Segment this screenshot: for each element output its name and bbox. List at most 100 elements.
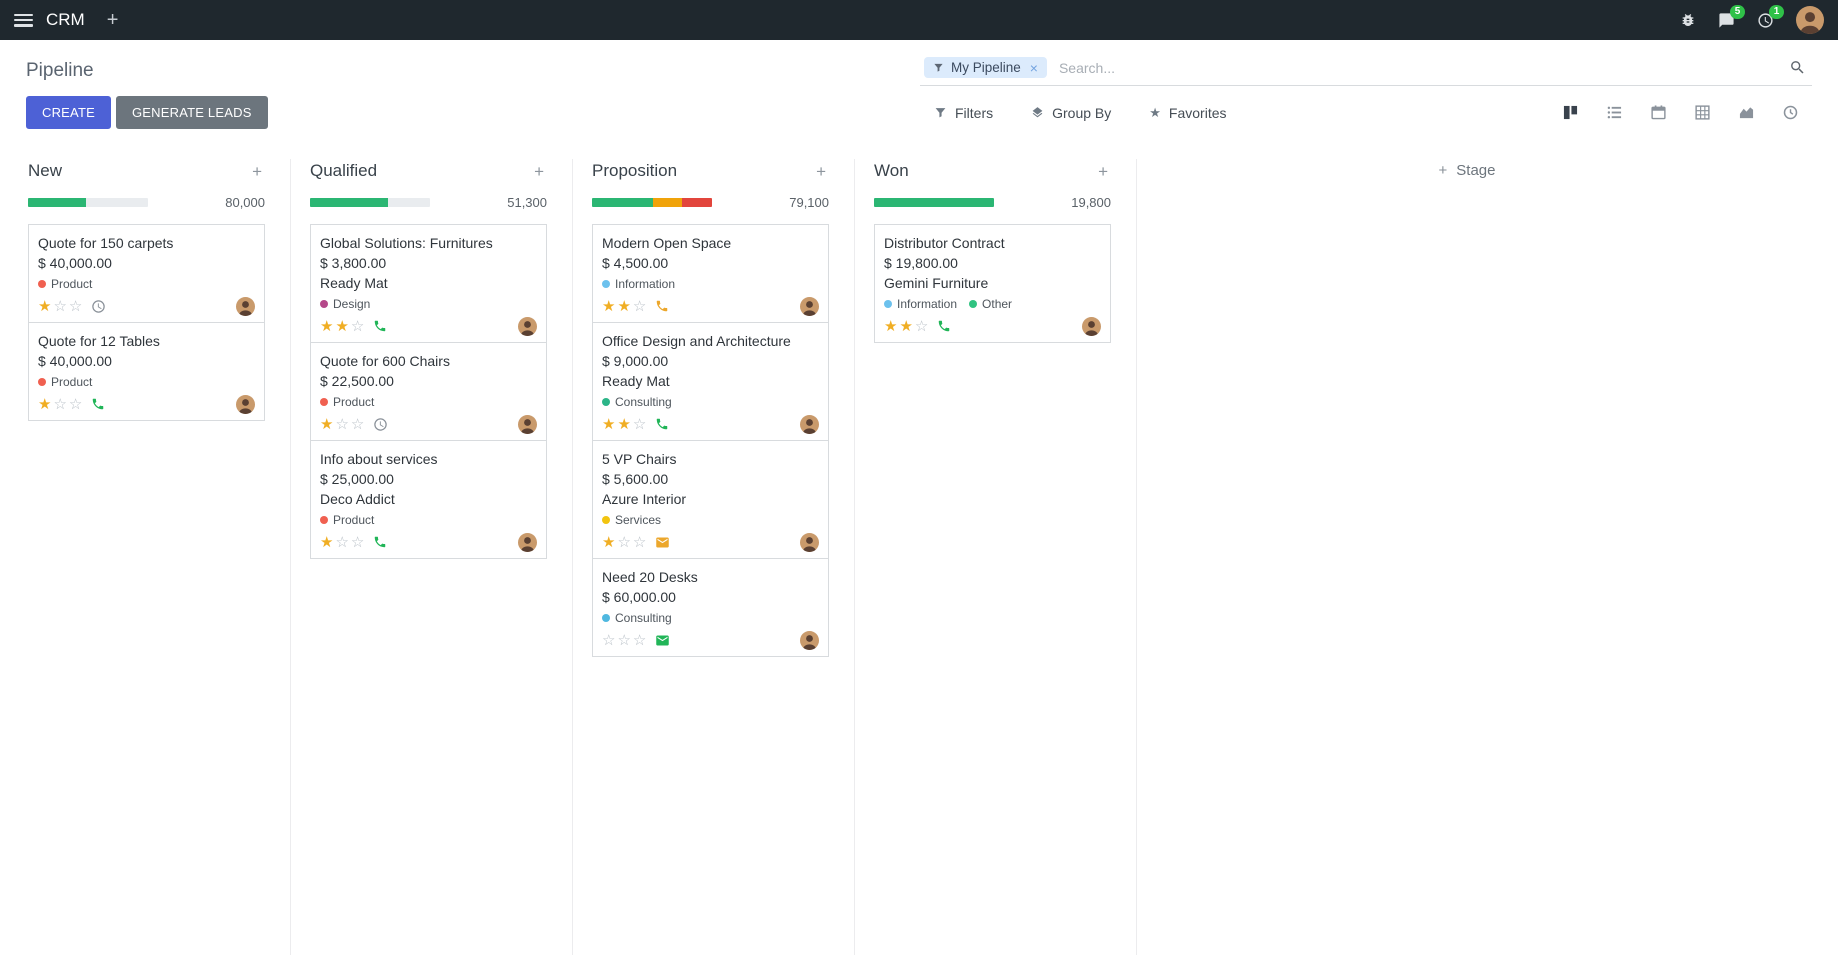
salesperson-avatar[interactable] [800,532,819,552]
search-facet[interactable]: My Pipeline × [924,57,1047,78]
group-by-menu[interactable]: Group By [1031,105,1111,121]
priority-star[interactable]: ☆ [632,415,647,433]
envelope-icon[interactable] [655,535,670,550]
kanban-card[interactable]: Quote for 12 Tables $ 40,000.00 Product … [28,322,265,421]
priority-star[interactable]: ★ [884,317,898,335]
progress-segment-success[interactable] [28,198,86,207]
column-title[interactable]: New [28,161,63,180]
kanban-card[interactable]: Distributor Contract $ 19,800.00 Gemini … [874,224,1111,343]
filters-menu[interactable]: Filters [934,105,993,121]
column-quick-create-icon[interactable]: + [534,161,544,181]
kanban-card[interactable]: 5 VP Chairs $ 5,600.00 Azure Interior Se… [592,440,829,559]
create-button[interactable]: CREATE [26,96,111,129]
generate-leads-button[interactable]: GENERATE LEADS [115,96,268,129]
kanban-card[interactable]: Quote for 150 carpets $ 40,000.00 Produc… [28,224,265,323]
kanban-card[interactable]: Global Solutions: Furnitures $ 3,800.00 … [310,224,547,343]
priority-star[interactable]: ★ [899,317,913,335]
priority-star[interactable]: ★ [38,395,52,413]
search-icon[interactable] [1789,59,1806,76]
priority-star[interactable]: ★ [335,317,349,335]
column-progressbar[interactable] [874,198,994,207]
progress-segment-warning[interactable] [653,198,682,207]
phone-icon[interactable] [655,417,669,431]
user-avatar[interactable] [1796,6,1824,34]
priority-star[interactable]: ★ [320,317,334,335]
salesperson-avatar[interactable] [236,394,255,414]
column-title[interactable]: Qualified [310,161,378,180]
column-progressbar[interactable] [592,198,712,207]
progress-segment-danger[interactable] [681,198,712,207]
kanban-card[interactable]: Need 20 Desks $ 60,000.00 Consulting ☆ ☆ ☆ [592,558,829,657]
search-input[interactable] [1058,59,1789,76]
priority-star[interactable]: ☆ [68,395,83,413]
phone-icon[interactable] [373,319,387,333]
salesperson-avatar[interactable] [518,532,537,552]
debug-bug-icon[interactable] [1680,12,1696,28]
priority-star[interactable]: ☆ [335,533,349,551]
progress-segment-success[interactable] [310,198,388,207]
salesperson-avatar[interactable] [236,296,255,316]
column-quick-create-icon[interactable]: + [1098,161,1108,181]
messages-icon[interactable]: 5 [1718,4,1745,29]
add-stage-button[interactable]: + Stage [1439,162,1496,179]
kanban-card[interactable]: Modern Open Space $ 4,500.00 Information… [592,224,829,323]
priority-star[interactable]: ★ [617,415,631,433]
priority-star[interactable]: ★ [38,297,52,315]
add-icon[interactable]: + [106,9,119,31]
priority-star[interactable]: ☆ [632,533,647,551]
priority-star[interactable]: ★ [320,415,334,433]
priority-star[interactable]: ★ [602,297,616,315]
progress-segment-success[interactable] [592,198,654,207]
view-switch-pivot[interactable] [1680,98,1724,128]
view-switch-kanban[interactable] [1548,98,1592,128]
column-progressbar[interactable] [28,198,148,207]
activities-clock-icon[interactable]: 1 [1757,4,1784,29]
kanban-card[interactable]: Info about services $ 25,000.00 Deco Add… [310,440,547,559]
salesperson-avatar[interactable] [800,414,819,434]
phone-icon[interactable] [373,535,387,549]
priority-star[interactable]: ☆ [335,415,349,433]
priority-star[interactable]: ☆ [617,533,631,551]
priority-star[interactable]: ☆ [350,533,365,551]
priority-star[interactable]: ☆ [53,297,67,315]
salesperson-avatar[interactable] [800,630,819,650]
view-switch-calendar[interactable] [1636,98,1680,128]
priority-star[interactable]: ★ [320,533,334,551]
priority-star[interactable]: ☆ [53,395,67,413]
kanban-card[interactable]: Office Design and Architecture $ 9,000.0… [592,322,829,441]
priority-star[interactable]: ☆ [632,631,647,649]
phone-icon[interactable] [937,319,951,333]
priority-star[interactable]: ★ [602,415,616,433]
kanban-card[interactable]: Quote for 600 Chairs $ 22,500.00 Product… [310,342,547,441]
column-title[interactable]: Proposition [592,161,678,180]
salesperson-avatar[interactable] [518,414,537,434]
clock-icon[interactable] [373,417,388,432]
priority-star[interactable]: ☆ [68,297,83,315]
view-switch-list[interactable] [1592,98,1636,128]
search-view[interactable]: My Pipeline × [920,55,1812,86]
view-switch-activity[interactable] [1768,98,1812,128]
priority-star[interactable]: ★ [602,533,616,551]
column-quick-create-icon[interactable]: + [816,161,826,181]
priority-star[interactable]: ☆ [617,631,631,649]
priority-star[interactable]: ☆ [350,415,365,433]
column-quick-create-icon[interactable]: + [252,161,262,181]
favorites-menu[interactable]: ★ Favorites [1149,105,1226,121]
phone-icon[interactable] [91,397,105,411]
facet-remove-icon[interactable]: × [1029,59,1038,76]
column-progressbar[interactable] [310,198,430,207]
app-name[interactable]: CRM [46,10,85,29]
phone-icon[interactable] [655,299,669,313]
priority-star[interactable]: ★ [617,297,631,315]
envelope-icon[interactable] [655,633,670,648]
progress-segment-success[interactable] [874,198,994,207]
priority-star[interactable]: ☆ [914,317,929,335]
priority-star[interactable]: ☆ [350,317,365,335]
priority-star[interactable]: ☆ [602,631,616,649]
clock-icon[interactable] [91,299,106,314]
priority-star[interactable]: ☆ [632,297,647,315]
salesperson-avatar[interactable] [1082,316,1101,336]
salesperson-avatar[interactable] [518,316,537,336]
apps-menu-icon[interactable] [14,13,33,27]
column-title[interactable]: Won [874,161,909,180]
